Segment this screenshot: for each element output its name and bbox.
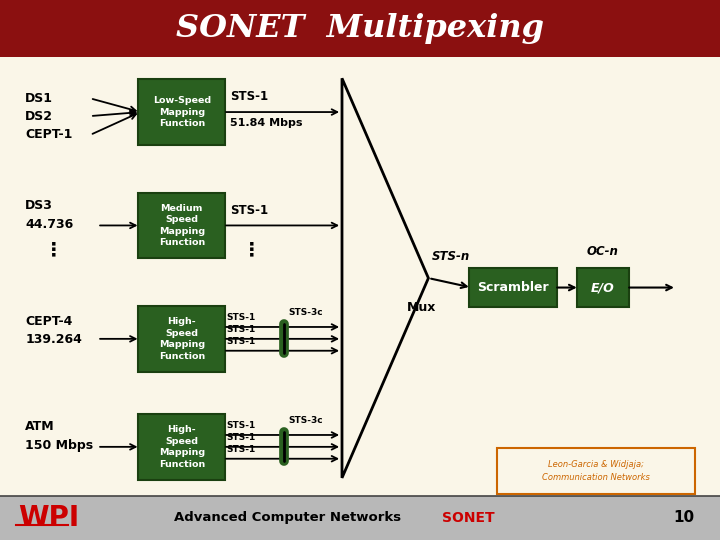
Text: 10: 10 [673,510,695,525]
Text: Leon-Garcia & Widjaja;
Communication Networks: Leon-Garcia & Widjaja; Communication Net… [542,460,649,482]
Bar [0,0,720,57]
Text: ⋮: ⋮ [242,240,262,259]
Text: STS-1: STS-1 [230,90,269,103]
Text: High-
Speed
Mapping
Function: High- Speed Mapping Function [158,425,205,469]
Text: DS1: DS1 [25,92,53,105]
Text: ATM: ATM [25,420,55,433]
Text: 51.84 Mbps: 51.84 Mbps [230,118,303,127]
Text: CEPT-4: CEPT-4 [25,315,73,328]
Bar [0,496,720,540]
Text: SONET: SONET [441,511,495,525]
Text: STS-1: STS-1 [227,433,256,442]
Text: CEPT-1: CEPT-1 [25,129,73,141]
Text: STS-1: STS-1 [227,337,256,346]
Text: STS-1: STS-1 [227,421,256,430]
FancyBboxPatch shape [469,268,557,307]
Text: STS-1: STS-1 [230,204,269,217]
Text: SONET  Multipexing: SONET Multipexing [176,13,544,44]
Text: 150 Mbps: 150 Mbps [25,439,94,452]
FancyBboxPatch shape [497,448,695,494]
Text: Medium
Speed
Mapping
Function: Medium Speed Mapping Function [158,204,205,247]
Text: STS-1: STS-1 [227,445,256,454]
FancyBboxPatch shape [577,268,629,307]
Text: Mux: Mux [407,301,436,314]
FancyBboxPatch shape [138,306,225,372]
FancyBboxPatch shape [138,79,225,145]
FancyBboxPatch shape [138,193,225,258]
Text: 139.264: 139.264 [25,333,82,346]
Text: High-
Speed
Mapping
Function: High- Speed Mapping Function [158,317,205,361]
Text: ⋮: ⋮ [44,240,64,259]
Text: 44.736: 44.736 [25,218,73,231]
Text: Scrambler: Scrambler [477,281,549,294]
Text: OC-n: OC-n [587,245,619,258]
Text: STS-3c: STS-3c [288,416,323,425]
Text: STS-1: STS-1 [227,325,256,334]
Text: DS3: DS3 [25,199,53,212]
Text: STS-n: STS-n [432,250,470,263]
Text: WPI: WPI [18,504,79,532]
FancyBboxPatch shape [138,414,225,480]
Text: STS-1: STS-1 [227,313,256,322]
Text: Advanced Computer Networks: Advanced Computer Networks [174,511,402,524]
Text: Low-Speed
Mapping
Function: Low-Speed Mapping Function [153,96,211,128]
Text: STS-3c: STS-3c [288,308,323,317]
Text: DS2: DS2 [25,110,53,123]
Text: E/O: E/O [591,281,615,294]
